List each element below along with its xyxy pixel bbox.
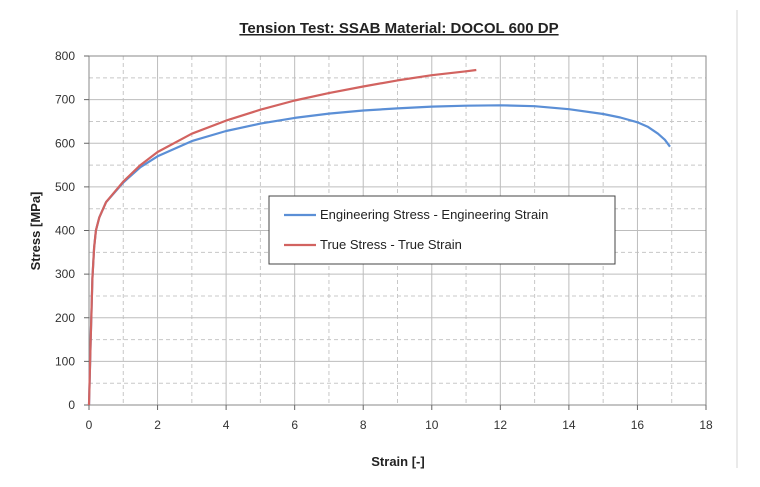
axes: 0 2 4 6 8 10 12 14 16 18 0 100 200 300 400 500 600 700 800 xyxy=(55,49,713,432)
x-tick-label: 4 xyxy=(223,418,230,432)
x-tick-label: 18 xyxy=(699,418,713,432)
x-tick-label: 10 xyxy=(425,418,439,432)
x-axis-title: Strain [-] xyxy=(371,454,424,469)
y-tick-label: 0 xyxy=(68,398,75,412)
x-tick-label: 12 xyxy=(494,418,508,432)
y-tick-label: 800 xyxy=(55,49,75,63)
y-tick-label: 400 xyxy=(55,224,75,238)
legend-label-engineering: Engineering Stress - Engineering Strain xyxy=(320,207,548,222)
y-tick-label: 100 xyxy=(55,354,75,368)
x-tick-label: 16 xyxy=(631,418,645,432)
legend: Engineering Stress - Engineering Strain … xyxy=(268,195,616,265)
series-layer xyxy=(87,68,671,406)
chart-title: Tension Test: SSAB Material: DOCOL 600 D… xyxy=(239,20,558,37)
y-tick-label: 300 xyxy=(55,267,75,281)
y-tick-label: 200 xyxy=(55,311,75,325)
series-line-true xyxy=(87,68,477,406)
x-tick-label: 14 xyxy=(562,418,576,432)
x-tick-label: 0 xyxy=(86,418,93,432)
legend-label-true: True Stress - True Strain xyxy=(320,237,462,252)
y-tick-label: 600 xyxy=(55,136,75,150)
y-tick-label: 500 xyxy=(55,180,75,194)
legend-box xyxy=(268,195,616,265)
y-axis-title: Stress [MPa] xyxy=(28,192,43,271)
x-tick-label: 8 xyxy=(360,418,367,432)
y-tick-label: 700 xyxy=(55,93,75,107)
x-tick-label: 2 xyxy=(154,418,161,432)
x-tick-label: 6 xyxy=(291,418,298,432)
